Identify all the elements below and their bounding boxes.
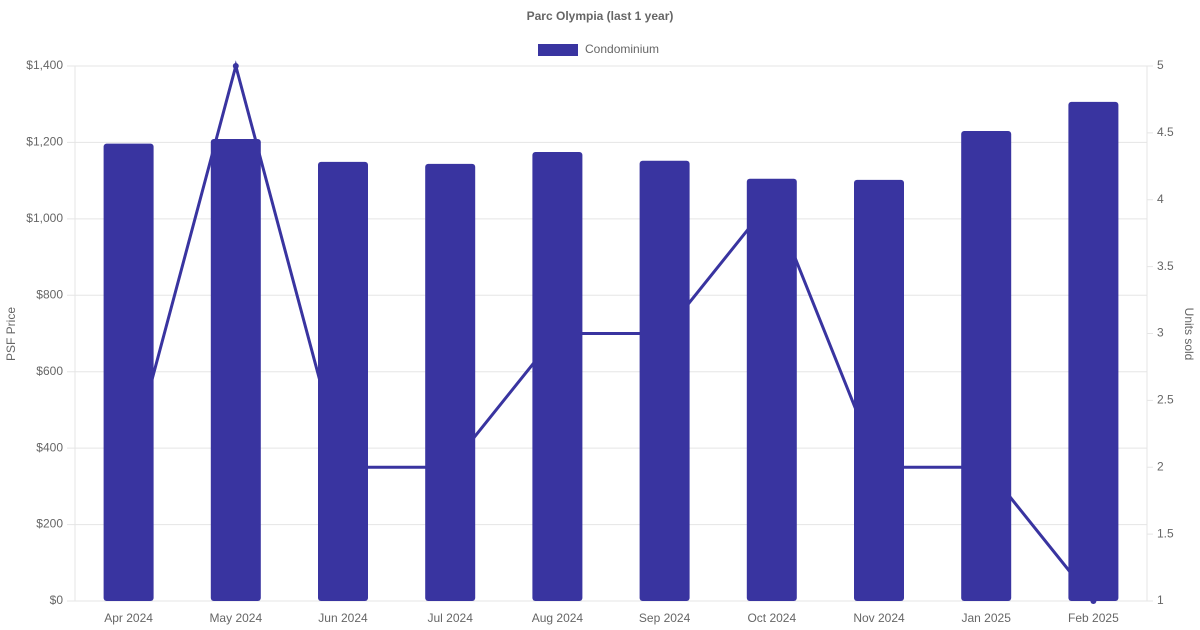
x-tick-label: Aug 2024 xyxy=(532,611,584,625)
bar xyxy=(210,138,261,601)
y-tick-label: $200 xyxy=(36,517,63,531)
y-tick-label: $1,000 xyxy=(26,211,63,225)
x-tick-label: May 2024 xyxy=(209,611,262,625)
bar xyxy=(1068,101,1119,602)
legend-swatch xyxy=(538,44,578,56)
y2-tick-label: 2 xyxy=(1157,459,1164,473)
x-tick-label: Jun 2024 xyxy=(318,611,368,625)
y-tick-label: $1,200 xyxy=(26,135,63,149)
x-tick-label: Oct 2024 xyxy=(747,611,796,625)
x-tick-label: Nov 2024 xyxy=(853,611,905,625)
bar xyxy=(746,178,797,601)
y2-tick-label: 5 xyxy=(1157,58,1164,72)
y2-tick-label: 3 xyxy=(1157,326,1164,340)
bar xyxy=(103,143,154,601)
bar xyxy=(318,161,368,602)
bar xyxy=(961,130,1012,601)
legend-label: Condominium xyxy=(585,42,659,56)
y-tick-label: $600 xyxy=(36,364,63,378)
y2-tick-label: 3.5 xyxy=(1157,259,1174,273)
y-tick-label: $800 xyxy=(36,287,63,301)
bar xyxy=(854,179,904,601)
x-tick-label: Apr 2024 xyxy=(104,611,153,625)
bar xyxy=(532,151,583,601)
bar xyxy=(639,160,690,601)
x-tick-label: Jan 2025 xyxy=(962,611,1012,625)
chart-title: Parc Olympia (last 1 year) xyxy=(527,9,674,23)
y-tick-label: $400 xyxy=(36,440,63,454)
y2-tick-label: 1 xyxy=(1157,593,1164,607)
x-tick-label: Sep 2024 xyxy=(639,611,691,625)
y2-axis-title: Units sold xyxy=(1182,308,1196,361)
y-tick-label: $0 xyxy=(50,593,64,607)
line-point xyxy=(232,63,239,69)
y2-tick-label: 2.5 xyxy=(1157,393,1174,407)
y-tick-label: $1,400 xyxy=(26,58,63,72)
bar xyxy=(425,163,476,602)
x-tick-label: Feb 2025 xyxy=(1068,611,1119,625)
y-axis-title: PSF Price xyxy=(4,307,18,361)
y2-tick-label: 4 xyxy=(1157,192,1164,206)
y2-tick-label: 4.5 xyxy=(1157,125,1174,139)
line xyxy=(127,60,1095,602)
y2-tick-label: 1.5 xyxy=(1157,526,1174,540)
x-tick-label: Jul 2024 xyxy=(428,611,474,625)
